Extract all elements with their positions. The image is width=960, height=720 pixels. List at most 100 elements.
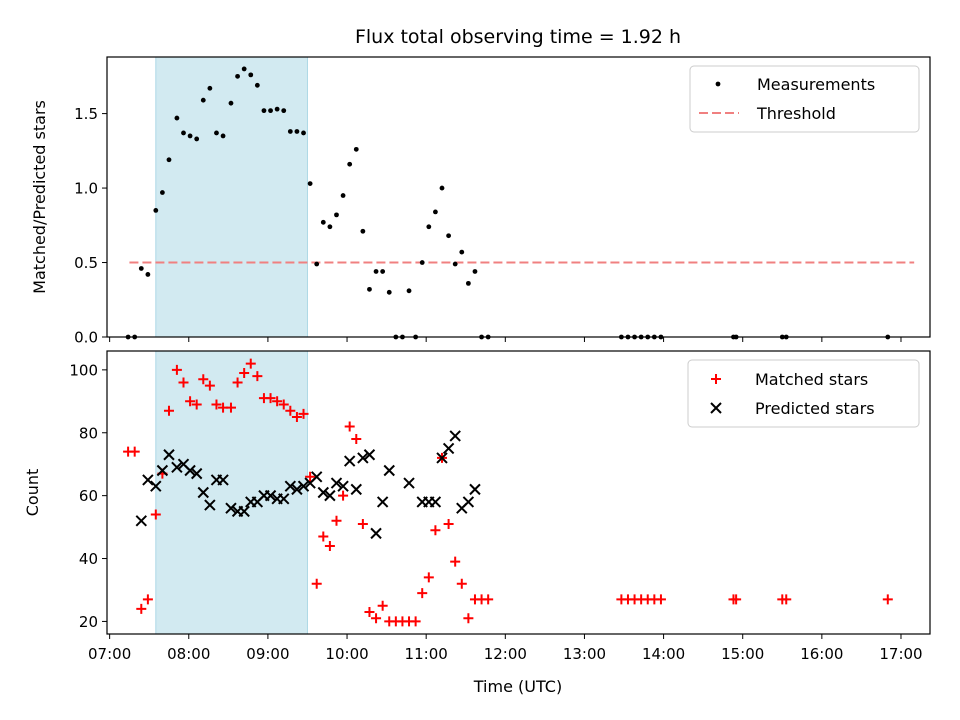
legend-threshold-label: Threshold xyxy=(756,104,836,123)
measurement-point xyxy=(194,137,199,142)
matched-star-marker xyxy=(656,594,666,604)
legend-measurements-label: Measurements xyxy=(757,75,875,94)
matched-star-marker xyxy=(312,579,322,589)
y-tick-label: 1.0 xyxy=(74,180,98,198)
y-tick-label: 40 xyxy=(79,550,98,568)
matched-star-marker xyxy=(351,434,361,444)
x-axis-label: Time (UTC) xyxy=(473,677,562,696)
measurement-point xyxy=(153,208,158,213)
x-tick-label: 14:00 xyxy=(642,645,685,663)
measurement-point xyxy=(139,266,144,271)
measurement-point xyxy=(160,190,165,195)
measurement-point xyxy=(235,74,240,79)
measurement-point xyxy=(181,131,186,136)
measurement-point xyxy=(229,101,234,106)
matched-star-marker xyxy=(136,604,146,614)
predicted-star-marker xyxy=(371,528,381,538)
matched-star-marker xyxy=(331,516,341,526)
y-tick-label: 100 xyxy=(69,361,98,379)
matched-star-marker xyxy=(483,594,493,604)
measurement-point xyxy=(327,224,332,229)
count-panel: 20 40 60 80 100 07:00 08:00 09:00 10:00 11:00 12:0… xyxy=(23,351,930,663)
matched-star-marker xyxy=(345,421,355,431)
predicted-star-marker xyxy=(463,497,473,507)
predicted-star-marker xyxy=(351,484,361,494)
x-tick-label: 12:00 xyxy=(484,645,527,663)
measurement-point xyxy=(367,287,372,292)
measurement-point xyxy=(255,83,260,88)
measurement-point xyxy=(221,134,226,139)
measurement-point xyxy=(314,262,319,267)
measurement-point xyxy=(248,72,253,77)
matched-star-marker xyxy=(325,541,335,551)
legend-matched-label: Matched stars xyxy=(755,370,868,389)
measurement-point xyxy=(214,131,219,136)
predicted-star-marker xyxy=(136,516,146,526)
matched-star-marker xyxy=(457,579,467,589)
measurement-point xyxy=(308,181,313,186)
matched-star-marker xyxy=(338,491,348,501)
matched-star-marker xyxy=(130,447,140,457)
measurement-point xyxy=(380,269,385,274)
legend: Measurements Threshold xyxy=(690,66,919,132)
measurement-point xyxy=(473,269,478,274)
predicted-star-marker xyxy=(444,443,454,453)
x-tick-label: 17:00 xyxy=(879,645,922,663)
measurement-point xyxy=(301,131,306,136)
x-tick-label: 10:00 xyxy=(325,645,368,663)
predicted-star-marker xyxy=(384,465,394,475)
measurement-point xyxy=(145,272,150,277)
measurement-point xyxy=(354,147,359,152)
legend: Matched stars Predicted stars xyxy=(688,360,919,427)
matched-star-marker xyxy=(364,607,374,617)
predicted-star-marker xyxy=(450,431,460,441)
x-tick-label: 08:00 xyxy=(167,645,210,663)
measurement-point xyxy=(407,288,412,293)
matched-star-marker xyxy=(318,532,328,542)
measurement-point xyxy=(459,250,464,255)
measurement-point xyxy=(440,186,445,191)
measurement-point xyxy=(433,209,438,214)
matched-star-marker xyxy=(430,525,440,535)
matched-star-marker xyxy=(411,616,421,626)
matched-star-marker xyxy=(450,557,460,567)
figure: Flux total observing time = 1.92 h 0.00.… xyxy=(0,0,960,720)
predicted-star-marker xyxy=(143,475,153,485)
measurement-point xyxy=(268,108,273,113)
legend-predicted-label: Predicted stars xyxy=(755,399,875,418)
legend-measurements-marker xyxy=(716,82,721,87)
measurement-point xyxy=(275,107,280,112)
ratio-panel: 0.0 0.5 1.0 1.5 Matched/Predicted stars Measu… xyxy=(30,57,930,347)
measurement-point xyxy=(262,108,267,113)
measurement-point xyxy=(387,290,392,295)
measurement-point xyxy=(334,212,339,217)
x-tick-label: 15:00 xyxy=(721,645,764,663)
measurement-point xyxy=(420,260,425,265)
matched-star-marker xyxy=(883,594,893,604)
observing-window-shade xyxy=(156,57,308,337)
y-axis-label: Matched/Predicted stars xyxy=(30,100,49,294)
y-axis-label: Count xyxy=(23,469,42,517)
predicted-star-marker xyxy=(404,478,414,488)
y-tick-label: 60 xyxy=(79,487,98,505)
x-tick-label: 16:00 xyxy=(800,645,843,663)
matched-star-marker xyxy=(463,613,473,623)
matched-star-marker xyxy=(371,613,381,623)
x-tick-label: 09:00 xyxy=(246,645,289,663)
x-tick-label: 11:00 xyxy=(405,645,448,663)
measurement-point xyxy=(167,157,172,162)
measurement-point xyxy=(446,233,451,238)
matched-star-marker xyxy=(417,588,427,598)
y-tick-label: 0.5 xyxy=(74,254,98,272)
measurement-point xyxy=(374,269,379,274)
predicted-star-marker xyxy=(470,484,480,494)
measurement-point xyxy=(466,281,471,286)
measurement-point xyxy=(453,262,458,267)
matched-star-marker xyxy=(143,594,153,604)
measurement-point xyxy=(360,229,365,234)
measurement-point xyxy=(207,86,212,91)
matched-star-marker xyxy=(378,601,388,611)
measurement-point xyxy=(347,162,352,167)
measurement-point xyxy=(295,129,300,134)
x-tick-label: 13:00 xyxy=(563,645,606,663)
